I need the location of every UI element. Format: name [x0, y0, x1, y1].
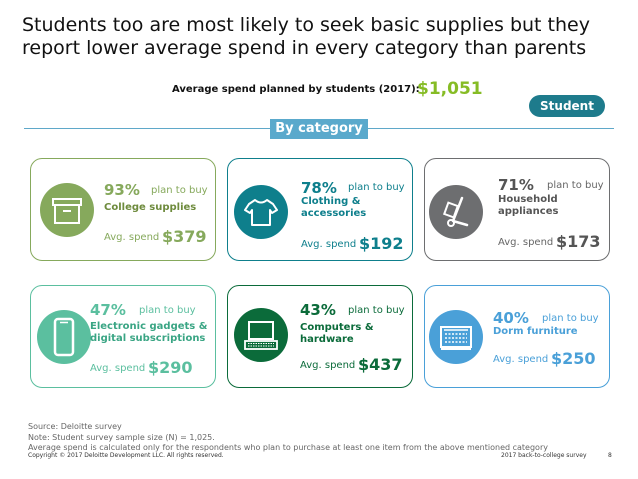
- category-card-college-supplies: 93% plan to buy College supplies Avg. sp…: [30, 158, 216, 261]
- avg-spend-value: $437: [358, 355, 403, 374]
- icon-circle: [429, 310, 483, 364]
- sample-size-note: Note: Student survey sample size (N) = 1…: [28, 433, 215, 442]
- shirt-icon: [244, 199, 278, 226]
- avg-spend-label: Avg. spend: [90, 363, 146, 374]
- avg-spend-label: Avg. spend: [300, 360, 356, 371]
- average-spend-amount: $1,051: [417, 79, 483, 99]
- avg-spend-label: Avg. spend: [498, 237, 554, 248]
- category-card-dorm-furniture: 40% plan to buy Dorm furniture Avg. spen…: [424, 285, 610, 388]
- icon-circle: [429, 185, 483, 239]
- percent: 93%: [104, 181, 140, 199]
- percent: 78%: [301, 179, 337, 197]
- hand-truck-icon: [442, 196, 469, 227]
- building-icon: [440, 326, 472, 350]
- plan-to-buy-label: plan to buy: [542, 313, 599, 324]
- percent: 40%: [493, 309, 529, 327]
- category-name: Clothing & accessories: [301, 196, 367, 219]
- avg-spend-value: $173: [556, 232, 601, 251]
- avg-spend-value: $250: [551, 349, 596, 368]
- avg-spend-label: Avg. spend: [493, 354, 549, 365]
- category-name: Dorm furniture: [493, 326, 578, 337]
- box-icon: [52, 198, 82, 224]
- percent: 47%: [90, 301, 126, 319]
- icon-circle: [234, 185, 288, 239]
- category-card-computers: 43% plan to buy Computers & hardware Avg…: [227, 285, 413, 388]
- plan-to-buy-label: plan to buy: [139, 305, 196, 316]
- avg-spend-value: $379: [162, 227, 207, 246]
- page-number: 8: [608, 452, 612, 459]
- report-name: 2017 back-to-college survey: [501, 452, 587, 459]
- percent: 43%: [300, 301, 336, 319]
- methodology-note: Average spend is calculated only for the…: [28, 443, 548, 452]
- average-spend-label: Average spend planned by students (2017)…: [172, 84, 420, 95]
- category-name: Electronic gadgets & digital subscriptio…: [90, 321, 208, 344]
- page-title: Students too are most likely to seek bas…: [22, 14, 590, 59]
- category-card-household-appliances: 71% plan to buy Household appliances Avg…: [424, 158, 610, 261]
- avg-spend-label: Avg. spend: [301, 239, 357, 250]
- plan-to-buy-label: plan to buy: [547, 180, 604, 191]
- section-label: By category: [270, 119, 368, 139]
- plan-to-buy-label: plan to buy: [151, 185, 208, 196]
- category-name: Household appliances: [498, 194, 559, 217]
- avg-spend-value: $192: [359, 234, 404, 253]
- category-card-electronic-gadgets: 47% plan to buy Electronic gadgets & dig…: [30, 285, 216, 388]
- plan-to-buy-label: plan to buy: [348, 182, 405, 193]
- copyright: Copyright © 2017 Deloitte Development LL…: [28, 452, 224, 459]
- icon-circle: [234, 308, 288, 362]
- source-note: Source: Deloitte survey: [28, 422, 122, 431]
- icon-circle: [40, 183, 94, 237]
- percent: 71%: [498, 176, 534, 194]
- avg-spend-label: Avg. spend: [104, 232, 160, 243]
- category-name: Computers & hardware: [300, 322, 374, 345]
- avg-spend-value: $290: [148, 358, 193, 377]
- icon-circle: [37, 310, 91, 364]
- plan-to-buy-label: plan to buy: [348, 305, 405, 316]
- smartphone-icon: [53, 317, 75, 357]
- laptop-icon: [244, 321, 278, 350]
- category-card-clothing: 78% plan to buy Clothing & accessories A…: [227, 158, 413, 261]
- category-name: College supplies: [104, 202, 197, 213]
- student-badge: Student: [529, 95, 605, 117]
